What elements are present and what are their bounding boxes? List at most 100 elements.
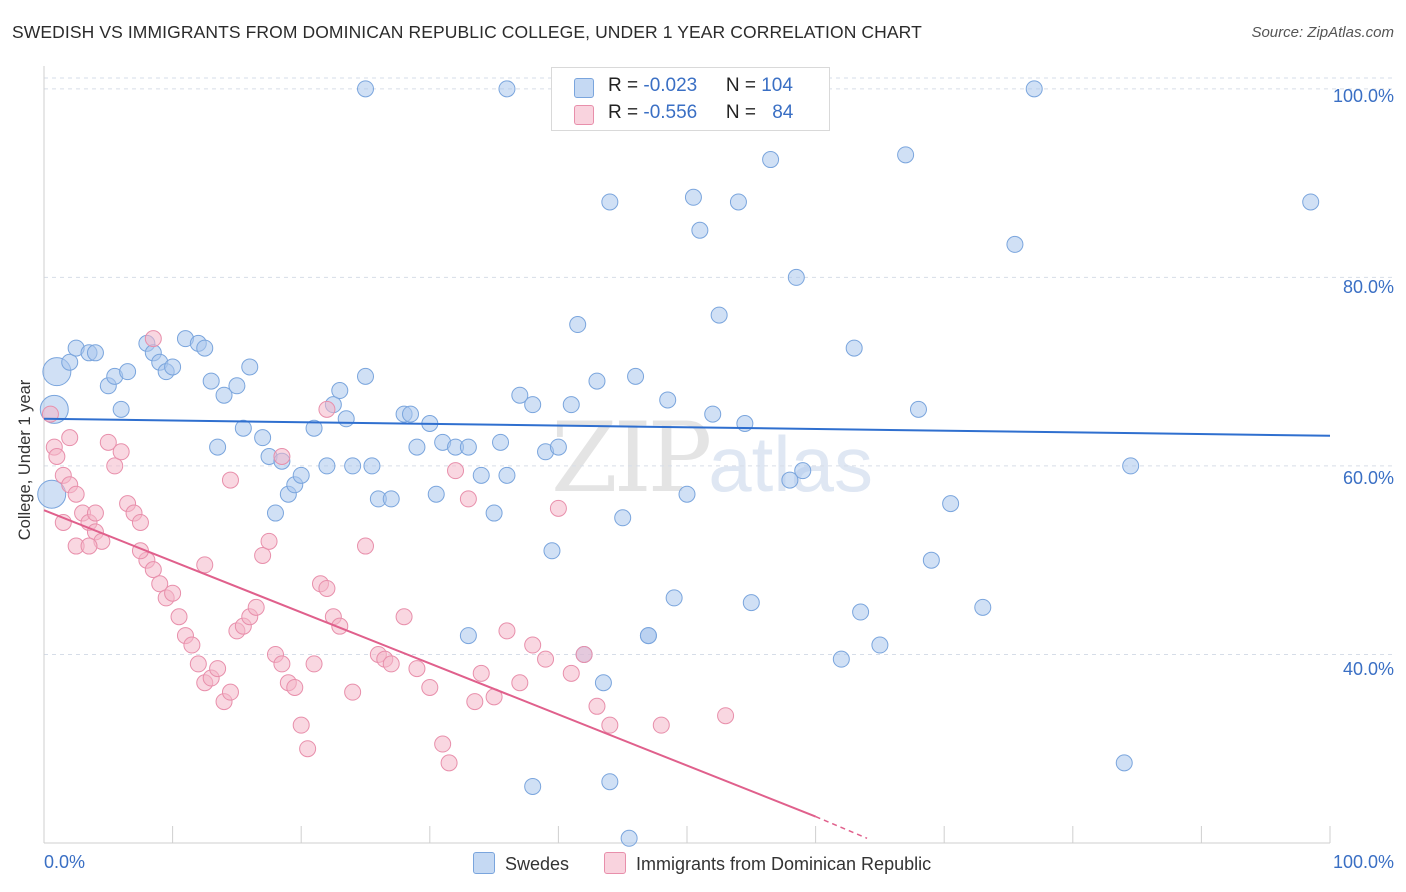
data-point	[221, 471, 239, 489]
data-point	[170, 608, 188, 626]
data-point	[292, 716, 310, 734]
data-point	[86, 504, 104, 522]
data-point	[151, 575, 169, 593]
data-point	[472, 466, 490, 484]
data-point	[549, 438, 567, 456]
data-point	[209, 438, 227, 456]
data-point	[909, 400, 927, 418]
data-point	[498, 466, 516, 484]
data-point	[144, 330, 162, 348]
data-point	[344, 683, 362, 701]
data-point	[86, 344, 104, 362]
legend-item-dominican: Immigrants from Dominican Republic	[604, 852, 931, 875]
legend-swatch-dominican	[604, 852, 626, 874]
axes	[43, 66, 1331, 844]
data-point	[601, 193, 619, 211]
data-point	[99, 433, 117, 451]
data-point	[472, 664, 490, 682]
data-point	[112, 400, 130, 418]
data-point	[202, 372, 220, 390]
legend-r-value: -0.556	[643, 102, 698, 123]
legend-swatch-dominican	[574, 105, 594, 125]
data-point	[254, 546, 272, 564]
data-point	[511, 386, 529, 404]
y-tick-label: 60.0%	[1342, 468, 1394, 488]
chart-title: SWEDISH VS IMMIGRANTS FROM DOMINICAN REP…	[12, 22, 922, 42]
data-point	[408, 660, 426, 678]
data-point	[196, 556, 214, 574]
swedes-points	[37, 80, 1320, 847]
data-point	[652, 716, 670, 734]
y-tick-label: 80.0%	[1342, 277, 1394, 297]
data-point	[549, 499, 567, 517]
data-point	[382, 655, 400, 673]
data-point	[485, 504, 503, 522]
data-point	[498, 622, 516, 640]
legend-swatch-swedes	[574, 78, 594, 98]
data-point	[299, 740, 317, 758]
data-point	[524, 396, 542, 414]
legend-label-dominican: Immigrants from Dominican Republic	[636, 854, 932, 874]
data-point	[395, 608, 413, 626]
data-point	[832, 650, 850, 668]
data-point	[228, 377, 246, 395]
data-point	[305, 419, 323, 437]
data-point	[562, 664, 580, 682]
trend-line-dominican	[43, 509, 816, 818]
data-point	[492, 433, 510, 451]
data-point	[305, 655, 323, 673]
data-point	[459, 627, 477, 645]
data-point	[67, 485, 85, 503]
data-point	[402, 405, 420, 423]
legend-label-swedes: Swedes	[505, 854, 570, 874]
data-point	[144, 561, 162, 579]
data-point	[588, 372, 606, 390]
x-tick-label-min: 0.0%	[44, 852, 86, 872]
data-point	[794, 462, 812, 480]
data-point	[459, 490, 477, 508]
data-point	[594, 674, 612, 692]
watermark-atlas: atlas	[708, 420, 873, 508]
data-point	[273, 655, 291, 673]
data-point	[215, 386, 233, 404]
data-point	[787, 268, 805, 286]
data-point	[234, 419, 252, 437]
data-point	[357, 367, 374, 385]
legend-r-label: R =	[608, 102, 644, 123]
data-point	[164, 584, 182, 602]
legend-item-swedes: Swedes	[473, 852, 569, 875]
data-point	[781, 471, 799, 489]
data-point	[537, 650, 555, 668]
legend-swatch-swedes	[473, 852, 495, 874]
data-point	[382, 490, 400, 508]
data-point	[639, 627, 657, 645]
data-point	[897, 146, 915, 164]
legend-n-value: 104	[761, 75, 793, 96]
data-point	[762, 151, 780, 169]
data-point	[575, 645, 593, 663]
data-point	[684, 188, 702, 206]
data-point	[498, 80, 516, 98]
trend-line-swedes	[43, 417, 1331, 437]
data-point	[260, 532, 278, 550]
data-point	[421, 678, 439, 696]
data-point	[562, 396, 580, 414]
legend-n-label: N =	[725, 102, 762, 123]
data-point	[318, 400, 336, 418]
data-point	[620, 829, 638, 847]
data-point	[37, 479, 67, 509]
data-point	[318, 457, 336, 475]
data-point	[974, 598, 992, 616]
data-point	[742, 594, 760, 612]
data-point	[524, 777, 542, 795]
data-point	[1006, 235, 1024, 253]
data-point	[106, 457, 124, 475]
y-axis-label: College, Under 1 year	[16, 379, 34, 541]
data-point	[922, 551, 940, 569]
data-point	[691, 221, 709, 239]
data-point	[344, 457, 362, 475]
data-point	[164, 358, 182, 376]
legend-n-value: 84	[772, 102, 794, 123]
source-label: Source: ZipAtlas.com	[1251, 24, 1394, 41]
data-point	[601, 773, 619, 791]
